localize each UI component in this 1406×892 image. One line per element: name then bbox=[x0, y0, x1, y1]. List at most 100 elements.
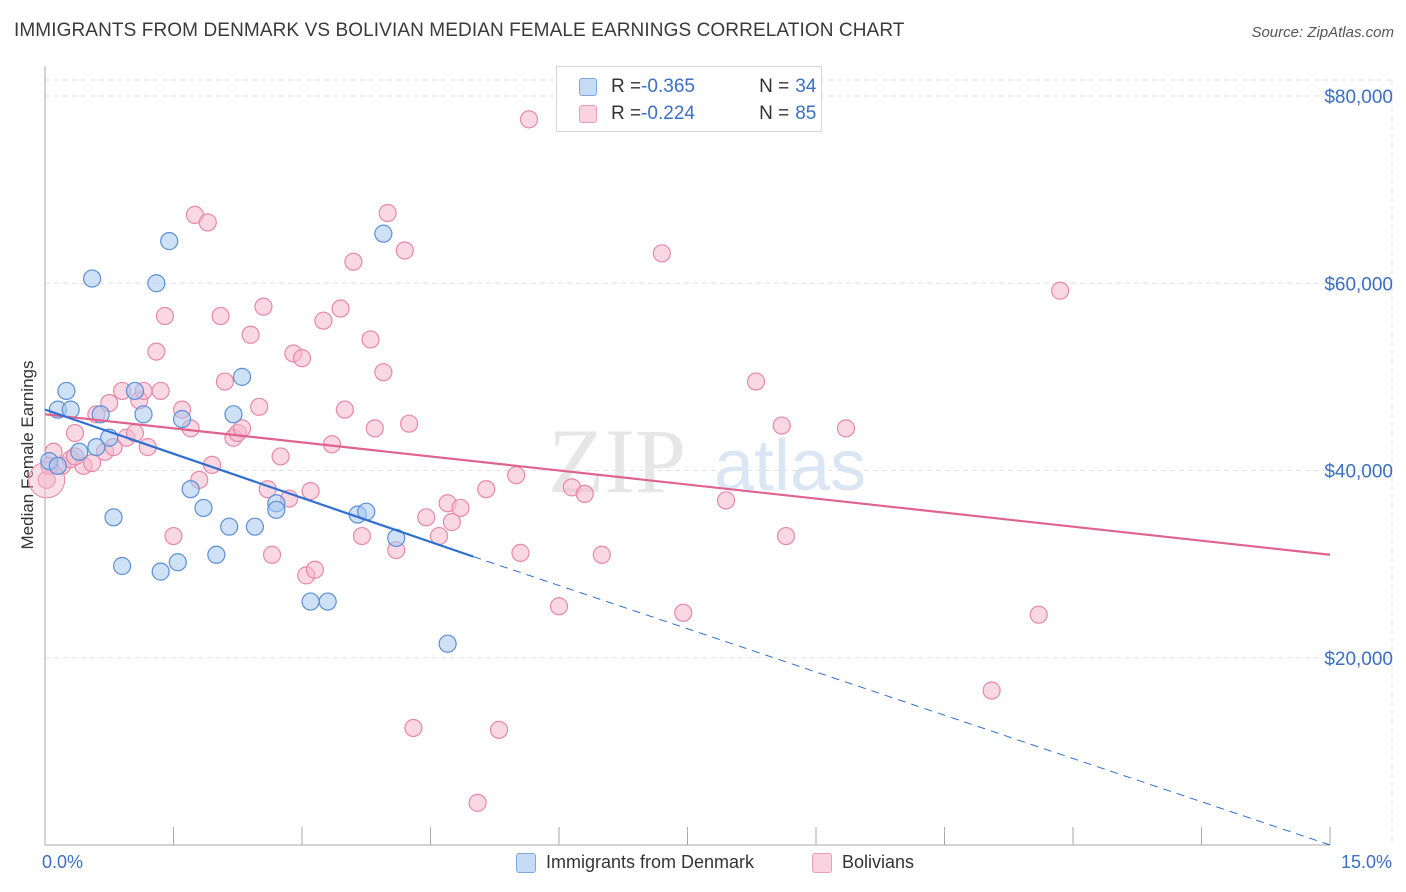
denmark-point bbox=[147, 274, 166, 293]
bolivians-point bbox=[378, 203, 397, 223]
denmark-point bbox=[267, 500, 286, 519]
trendlines bbox=[44, 408, 1331, 846]
denmark-point bbox=[91, 405, 110, 424]
bolivians-point bbox=[262, 545, 282, 564]
bolivians-point bbox=[352, 526, 372, 546]
y-tick-label: $40,000 bbox=[1324, 462, 1393, 483]
x-axis-min-label: 0.0% bbox=[42, 852, 84, 872]
bolivians-point bbox=[271, 447, 290, 466]
bolivians-point bbox=[331, 299, 350, 318]
bolivians-point bbox=[652, 244, 671, 263]
y-tick-label: $60,000 bbox=[1324, 274, 1393, 295]
series-legend-item-denmark[interactable]: Immigrants from Denmark bbox=[516, 852, 754, 873]
legend-swatch-denmark bbox=[579, 78, 597, 96]
bolivians-point bbox=[489, 720, 509, 739]
watermark-atlas: atlas bbox=[714, 426, 866, 506]
bolivians-point bbox=[575, 484, 594, 504]
denmark-point bbox=[57, 381, 76, 401]
bolivians-point bbox=[404, 718, 423, 738]
denmark-point bbox=[301, 592, 320, 611]
bolivians-point bbox=[211, 306, 230, 326]
series-legend-item-bolivians[interactable]: Bolivians bbox=[812, 852, 914, 873]
bolivians-point bbox=[1051, 281, 1070, 300]
bolivians-point bbox=[164, 526, 183, 546]
bolivians-point bbox=[776, 526, 796, 546]
bolivians-point bbox=[198, 213, 217, 232]
legend-n-value-denmark: 34 bbox=[795, 76, 817, 97]
bolivians-point bbox=[716, 491, 736, 510]
denmark-trendline bbox=[44, 408, 474, 558]
bolivians-point bbox=[361, 330, 380, 349]
watermark-zip: ZIP bbox=[548, 410, 686, 512]
denmark-point bbox=[220, 517, 239, 536]
bolivians-point bbox=[468, 793, 487, 812]
bolivians-point bbox=[395, 241, 414, 260]
denmark-point bbox=[151, 562, 170, 581]
denmark-point bbox=[438, 634, 457, 653]
chart-title: IMMIGRANTS FROM DENMARK VS BOLIVIAN MEDI… bbox=[14, 20, 905, 41]
y-tick-labels: $20,000 $40,000 $60,000 $80,000 bbox=[1324, 87, 1393, 670]
bolivians-point bbox=[507, 466, 526, 485]
bolivians-point bbox=[155, 306, 175, 326]
denmark-point bbox=[232, 367, 252, 386]
watermark: ZIP atlas bbox=[548, 410, 866, 512]
series-legend: Immigrants from Denmark Bolivians bbox=[0, 852, 1406, 878]
legend-r-value-denmark: -0.365 bbox=[641, 76, 695, 97]
denmark-point bbox=[70, 442, 89, 461]
bolivians-point bbox=[451, 498, 470, 518]
bolivians-point bbox=[305, 560, 324, 579]
denmark-point bbox=[83, 269, 102, 288]
legend-n-label: N = bbox=[759, 76, 790, 97]
bolivians-point bbox=[511, 543, 530, 562]
bolivians-point bbox=[151, 381, 170, 401]
grid-layer bbox=[45, 79, 1393, 845]
source-credit: Source: ZipAtlas.com bbox=[1251, 24, 1394, 41]
correlation-legend: R = -0.365 N = 34 R = -0.224 N = 85 bbox=[556, 66, 822, 132]
bolivians-point bbox=[335, 400, 354, 419]
x-axis-max-label: 15.0% bbox=[1340, 852, 1392, 872]
denmark-trendline-extension bbox=[473, 556, 1331, 846]
series-legend-swatch-bolivians bbox=[812, 852, 832, 873]
bolivians-point bbox=[374, 363, 393, 382]
bolivians-point bbox=[836, 419, 856, 438]
bolivians-point bbox=[477, 480, 496, 499]
bolivians-point bbox=[344, 252, 363, 271]
bolivians-point bbox=[65, 423, 85, 443]
bolivians-point bbox=[250, 397, 269, 416]
bolivians-point bbox=[241, 325, 260, 344]
y-tick-label: $20,000 bbox=[1324, 649, 1393, 670]
bolivians-point bbox=[746, 372, 766, 391]
denmark-point bbox=[207, 545, 226, 564]
denmark-point bbox=[194, 498, 213, 518]
denmark-point bbox=[224, 405, 243, 424]
denmark-point bbox=[318, 592, 337, 611]
bolivians-point bbox=[365, 419, 384, 438]
series-legend-label-bolivians: Bolivians bbox=[842, 852, 915, 872]
bolivians-point bbox=[982, 681, 1001, 700]
series-legend-label-denmark: Immigrants from Denmark bbox=[546, 852, 755, 872]
legend-row-bolivians: R = -0.224 N = 85 bbox=[579, 102, 816, 126]
denmark-point bbox=[134, 405, 153, 424]
axis-layer bbox=[44, 66, 1331, 846]
legend-swatch-bolivians bbox=[579, 105, 597, 123]
denmark-point bbox=[104, 508, 123, 527]
bolivians-point bbox=[314, 311, 333, 330]
denmark-point bbox=[168, 553, 187, 572]
bolivians-point bbox=[549, 597, 569, 616]
y-tick-label: $80,000 bbox=[1324, 87, 1393, 108]
denmark-points bbox=[40, 224, 457, 653]
denmark-point bbox=[112, 556, 132, 576]
legend-n-label: N = bbox=[759, 103, 790, 124]
denmark-point bbox=[125, 381, 145, 401]
bolivians-point bbox=[674, 603, 693, 622]
bolivians-point bbox=[254, 297, 273, 316]
denmark-point bbox=[245, 517, 264, 536]
bolivians-point bbox=[592, 545, 611, 564]
legend-n-value-bolivians: 85 bbox=[795, 103, 817, 124]
bolivians-point bbox=[417, 508, 436, 527]
bolivians-point bbox=[442, 512, 462, 532]
bolivians-point bbox=[215, 372, 234, 391]
denmark-point bbox=[160, 232, 179, 251]
denmark-point bbox=[172, 409, 192, 429]
